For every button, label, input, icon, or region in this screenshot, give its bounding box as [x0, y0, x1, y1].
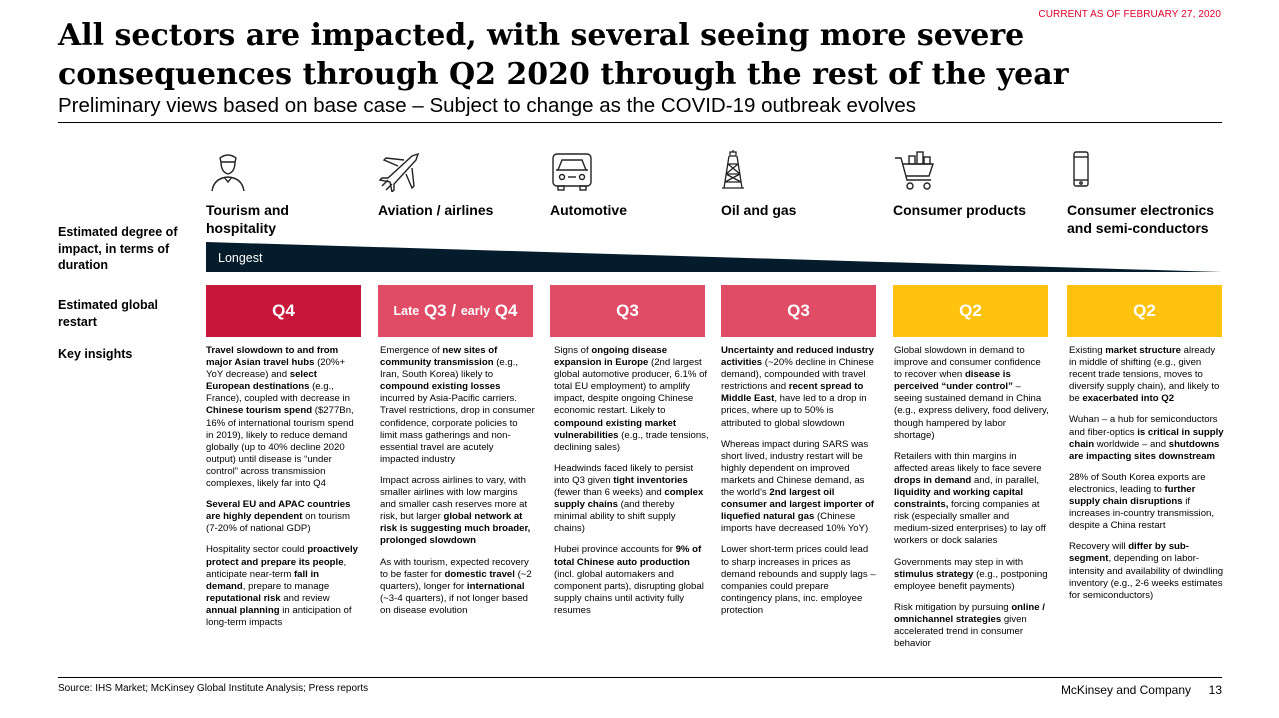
- restart-box-automotive: Q3: [550, 285, 705, 337]
- insight-paragraph: Emergence of new sites of community tran…: [380, 345, 535, 465]
- sector-name-oil-gas: Oil and gas: [721, 202, 797, 218]
- restart-box-consumer-products: Q2: [893, 285, 1048, 337]
- insight-paragraph: Risk mitigation by pursuing online / omn…: [894, 601, 1045, 650]
- restart-quarter: Q3: [423, 301, 447, 320]
- restart-quarter: Q4: [272, 301, 295, 320]
- sector-name-aviation: Aviation / airlines: [378, 202, 494, 218]
- insight-paragraph: Lower short-term prices could lead to sh…: [721, 544, 876, 616]
- as-of-date: CURRENT AS OF FEBRUARY 27, 2020: [1038, 9, 1221, 20]
- restart-quarter: Q3: [787, 301, 810, 320]
- insight-paragraph: Hospitality sector could proactively pro…: [206, 544, 358, 628]
- row-label-impact: Estimated degree of impact, in terms of …: [58, 225, 178, 272]
- row-label-restart: Estimated global restart: [58, 298, 159, 329]
- insight-paragraph: Whereas impact during SARS was short liv…: [721, 438, 874, 535]
- insights-tourism: Travel slowdown to and from major Asian …: [206, 345, 361, 638]
- restart-quarter: Q3: [616, 301, 639, 320]
- insight-paragraph: As with tourism, expected recovery to be…: [380, 556, 532, 616]
- sector-name-consumer-products: Consumer products: [893, 202, 1027, 218]
- insight-paragraph: Several EU and APAC countries are highly…: [206, 499, 351, 535]
- sector-name-automotive: Automotive: [550, 202, 627, 218]
- insight-paragraph: 28% of South Korea exports are electroni…: [1069, 471, 1215, 532]
- insight-paragraph: Global slowdown in demand to improve and…: [894, 345, 1049, 441]
- insights-automotive: Signs of ongoing disease expansion in Eu…: [554, 345, 709, 626]
- insight-paragraph: Wuhan – a hub for semiconductors and fib…: [1069, 414, 1224, 462]
- insights-consumer-products: Global slowdown in demand to improve and…: [894, 345, 1049, 659]
- insight-paragraph: Retailers with thin margins in affected …: [894, 450, 1046, 547]
- insight-paragraph: Recovery will differ by sub-segment, dep…: [1069, 541, 1224, 601]
- page-subtitle: Preliminary views based on base case – S…: [58, 94, 917, 117]
- smartphone-icon: [1073, 151, 1089, 187]
- restart-box-tourism: Q4: [206, 285, 361, 337]
- row-label-insights: Key insights: [58, 347, 133, 361]
- sector-name-consumer-electronics: Consumer electronics and semi-conductors: [1067, 202, 1215, 236]
- page-title: All sectors are impacted, with several s…: [58, 18, 1069, 92]
- insight-paragraph: Governments may step in with stimulus st…: [894, 556, 1048, 592]
- footer-divider: [58, 677, 1222, 678]
- restart-separator: /: [451, 301, 457, 320]
- insight-paragraph: Hubei province accounts for 9% of total …: [554, 544, 704, 616]
- restart-prefix: Late: [393, 304, 420, 318]
- oil-rig-icon: [722, 150, 744, 189]
- restart-quarter-2: Q4: [494, 301, 518, 320]
- duration-label: Longest: [218, 251, 263, 265]
- brand-name: McKinsey and Company: [1060, 683, 1191, 697]
- restart-quarter: Q2: [1133, 301, 1156, 320]
- duration-wedge: [206, 242, 1222, 272]
- page-number: 13: [1208, 683, 1222, 697]
- hotel-staff-icon: [211, 154, 245, 192]
- restart-box-oil-gas: Q3: [721, 285, 876, 337]
- insight-paragraph: Existing market structure already in mid…: [1069, 345, 1220, 405]
- restart-box-consumer-electronics: Q2: [1067, 285, 1222, 337]
- source-note: Source: IHS Market; McKinsey Global Inst…: [58, 683, 369, 694]
- insight-paragraph: Headwinds faced likely to persist into Q…: [554, 462, 704, 535]
- shopping-cart-icon: [895, 151, 934, 190]
- insight-paragraph: Impact across airlines to vary, with sma…: [380, 474, 531, 547]
- insight-paragraph: Signs of ongoing disease expansion in Eu…: [554, 345, 709, 453]
- insight-paragraph: Uncertainty and reduced industry activit…: [721, 345, 874, 429]
- header-divider: [58, 122, 1222, 123]
- restart-box-aviation: Late Q3 / early Q4: [378, 285, 533, 337]
- car-icon: [552, 153, 592, 191]
- sector-name-tourism: Tourism and hospitality: [206, 202, 289, 236]
- insight-paragraph: Travel slowdown to and from major Asian …: [206, 345, 354, 490]
- insights-consumer-electronics: Existing market structure already in mid…: [1069, 345, 1224, 611]
- restart-quarter: Q2: [959, 301, 982, 320]
- restart-prefix-2: early: [460, 304, 491, 318]
- insights-aviation: Emergence of new sites of community tran…: [380, 345, 535, 626]
- insights-oil-gas: Uncertainty and reduced industry activit…: [721, 345, 876, 626]
- airplane-icon: [378, 152, 420, 192]
